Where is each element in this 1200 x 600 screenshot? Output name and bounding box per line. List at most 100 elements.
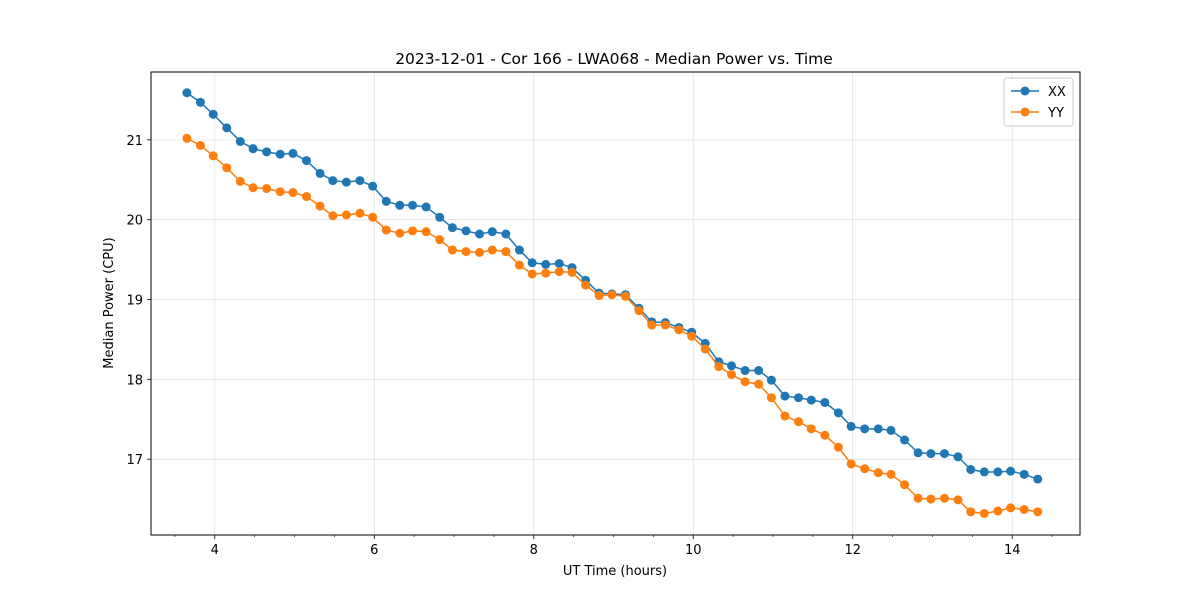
data-point-yy	[554, 267, 564, 277]
data-point-yy	[1006, 503, 1016, 513]
data-point-yy	[647, 320, 657, 330]
data-point-yy	[341, 210, 351, 220]
data-point-yy	[820, 430, 830, 440]
x-tick-label: 6	[370, 543, 378, 558]
data-point-yy	[660, 320, 670, 330]
legend-label-xx: XX	[1048, 85, 1066, 100]
data-point-xx	[846, 421, 856, 431]
data-point-yy	[301, 192, 311, 202]
data-point-yy	[860, 464, 870, 474]
data-point-yy	[1019, 504, 1029, 514]
data-point-yy	[714, 362, 724, 372]
data-point-yy	[421, 227, 431, 237]
data-point-xx	[740, 366, 750, 376]
data-point-xx	[541, 259, 551, 269]
data-point-yy	[833, 442, 843, 452]
data-point-xx	[421, 202, 431, 212]
data-point-yy	[182, 133, 192, 143]
data-point-yy	[780, 411, 790, 421]
legend-marker-yy	[1020, 107, 1030, 117]
data-point-yy	[886, 469, 896, 479]
data-point-yy	[939, 493, 949, 503]
data-point-xx	[235, 136, 245, 146]
data-point-yy	[195, 140, 205, 150]
data-point-xx	[900, 435, 910, 445]
data-point-yy	[766, 393, 776, 403]
data-point-yy	[581, 280, 591, 290]
grid	[151, 72, 1080, 535]
data-point-yy	[248, 183, 258, 193]
data-point-yy	[674, 325, 684, 335]
data-point-xx	[527, 258, 537, 268]
data-point-xx	[754, 366, 764, 376]
data-point-xx	[820, 397, 830, 407]
data-point-yy	[634, 306, 644, 316]
data-point-yy	[355, 208, 365, 218]
data-point-yy	[208, 151, 218, 161]
data-point-xx	[195, 97, 205, 107]
data-point-yy	[687, 331, 697, 341]
data-point-xx	[939, 449, 949, 459]
data-point-yy	[395, 228, 405, 238]
data-point-xx	[355, 176, 365, 186]
y-tick-label: 18	[126, 373, 143, 388]
data-point-yy	[541, 268, 551, 278]
data-point-yy	[447, 245, 457, 255]
data-point-xx	[806, 395, 816, 405]
data-point-yy	[461, 247, 471, 257]
data-point-xx	[780, 391, 790, 401]
data-point-yy	[846, 459, 856, 469]
data-point-xx	[408, 200, 418, 210]
data-point-yy	[275, 187, 285, 197]
data-point-xx	[301, 156, 311, 166]
data-point-xx	[328, 176, 338, 186]
data-point-yy	[435, 235, 445, 245]
series-yy	[182, 133, 1043, 518]
x-tick-label: 10	[685, 543, 702, 558]
data-point-xx	[1019, 469, 1029, 479]
data-point-xx	[993, 467, 1003, 477]
data-point-yy	[794, 417, 804, 427]
data-point-yy	[594, 291, 604, 301]
data-point-xx	[182, 88, 192, 98]
data-point-yy	[222, 163, 232, 173]
data-point-xx	[475, 229, 485, 239]
data-point-yy	[567, 267, 577, 277]
data-point-yy	[700, 344, 710, 354]
x-tick-label: 4	[211, 543, 219, 558]
data-point-xx	[873, 424, 883, 434]
data-point-yy	[288, 188, 298, 198]
data-point-yy	[953, 495, 963, 505]
data-point-xx	[381, 196, 391, 206]
plot-area-frame	[150, 71, 1081, 536]
data-point-yy	[527, 269, 537, 279]
data-point-yy	[487, 245, 497, 255]
data-point-xx	[860, 424, 870, 434]
data-point-yy	[754, 379, 764, 389]
data-point-xx	[435, 212, 445, 222]
x-tick-label: 12	[844, 543, 861, 558]
data-point-xx	[262, 147, 272, 157]
data-point-xx	[966, 465, 976, 475]
data-point-xx	[1006, 466, 1016, 476]
data-point-xx	[487, 227, 497, 237]
data-point-xx	[395, 200, 405, 210]
legend-label-yy: YY	[1047, 106, 1064, 121]
data-point-xx	[501, 229, 511, 239]
data-point-yy	[966, 507, 976, 517]
data-point-yy	[514, 260, 524, 270]
data-point-xx	[1033, 474, 1043, 484]
y-tick-label: 19	[126, 294, 143, 309]
data-point-yy	[979, 508, 989, 518]
data-point-yy	[475, 247, 485, 257]
y-axis-label: Median Power (CPU)	[102, 237, 117, 368]
data-point-xx	[794, 393, 804, 403]
data-point-xx	[222, 123, 232, 133]
data-point-xx	[926, 449, 936, 459]
data-point-yy	[873, 468, 883, 478]
data-point-yy	[262, 184, 272, 194]
data-point-xx	[461, 226, 471, 236]
chart-title: 2023-12-01 - Cor 166 - LWA068 - Median P…	[395, 50, 833, 68]
data-point-xx	[341, 177, 351, 187]
